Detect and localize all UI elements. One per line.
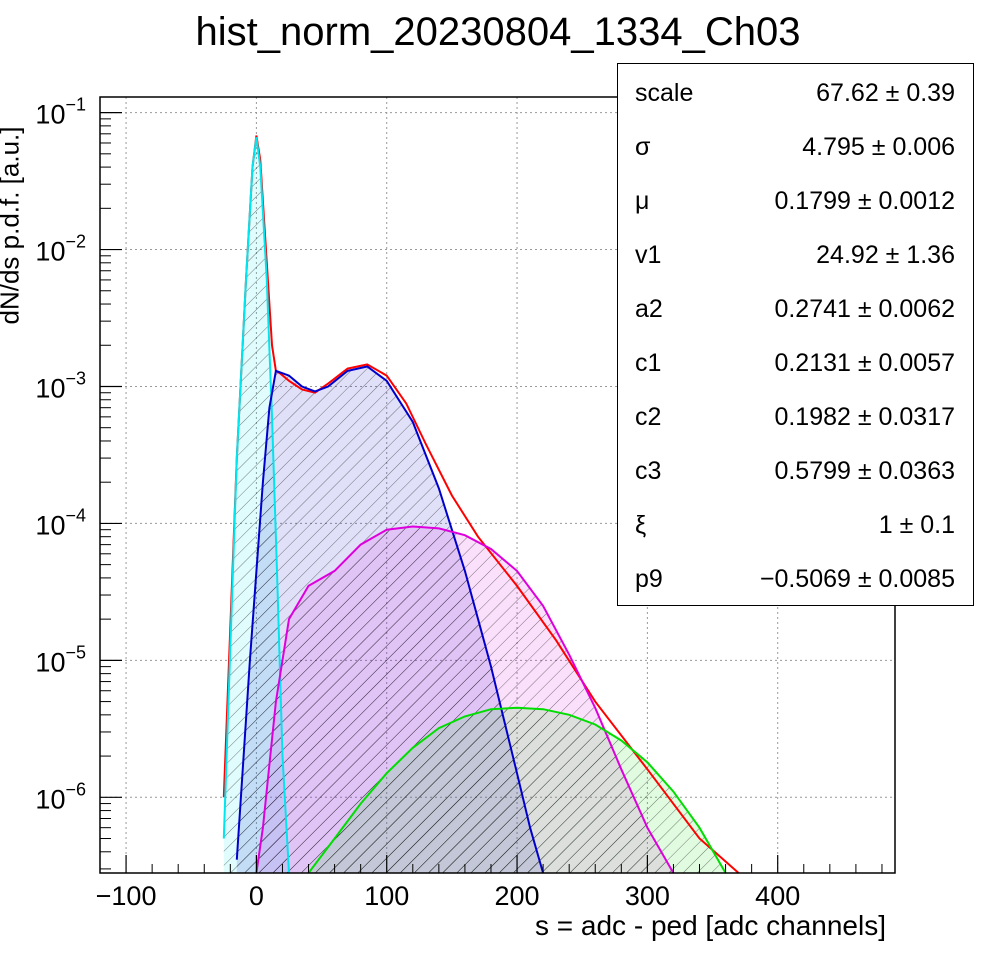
y-tick-label: 10−4 xyxy=(35,505,86,540)
x-tick-label: 100 xyxy=(364,881,409,911)
y-tick-label: 10−5 xyxy=(35,642,86,677)
stat-name: v1 xyxy=(635,241,662,269)
x-tick-label: 400 xyxy=(755,881,800,911)
fit-statistics-box: scale 67.62 ± 0.39 σ 4.795 ± 0.006 μ 0.1799 ±… xyxy=(617,63,974,606)
stat-row: σ 4.795 ± 0.006 xyxy=(618,119,973,173)
fit-curve xyxy=(307,706,727,874)
stat-row: a2 0.2741 ± 0.0062 xyxy=(618,281,973,335)
stat-value: −0.5069 ± 0.0085 xyxy=(759,565,955,593)
stat-row: c2 0.1982 ± 0.0317 xyxy=(618,389,973,443)
stat-name: c3 xyxy=(635,457,662,485)
x-tick-label: 200 xyxy=(495,881,540,911)
y-tick-label: 10−6 xyxy=(35,779,86,814)
stat-row: c1 0.2131 ± 0.0057 xyxy=(618,335,973,389)
stat-value: 67.62 ± 0.39 xyxy=(816,79,955,107)
stat-name: c1 xyxy=(635,349,662,377)
stat-value: 4.795 ± 0.006 xyxy=(802,133,955,161)
stat-value: 1 ± 0.1 xyxy=(878,511,955,539)
stat-value: 0.2741 ± 0.0062 xyxy=(774,295,955,323)
stat-row: ξ 1 ± 0.1 xyxy=(618,497,973,551)
stat-value: 0.2131 ± 0.0057 xyxy=(774,349,955,377)
y-tick-label: 10−1 xyxy=(35,95,86,130)
stat-row: μ 0.1799 ± 0.0012 xyxy=(618,173,973,227)
y-tick-label: 10−3 xyxy=(35,368,86,403)
fit-curve xyxy=(255,525,675,874)
chart-title: hist_norm_20230804_1334_Ch03 xyxy=(195,10,801,54)
stat-value: 0.1982 ± 0.0317 xyxy=(774,403,955,431)
fit-curve xyxy=(222,137,290,874)
stat-name: ξ xyxy=(635,511,647,539)
stat-row: scale 67.62 ± 0.39 xyxy=(618,65,973,119)
x-tick-label: 300 xyxy=(625,881,670,911)
stat-row: c3 0.5799 ± 0.0363 xyxy=(618,443,973,497)
x-tick-label: −100 xyxy=(96,881,157,911)
y-tick-label: 10−2 xyxy=(35,232,86,267)
stat-row: p9 −0.5069 ± 0.0085 xyxy=(618,551,973,605)
stat-name: p9 xyxy=(635,565,663,593)
stat-name: c2 xyxy=(635,403,662,431)
stat-row: v1 24.92 ± 1.36 xyxy=(618,227,973,281)
stat-value: 24.92 ± 1.36 xyxy=(816,241,955,269)
stat-name: a2 xyxy=(635,295,663,323)
x-tick-label: 0 xyxy=(249,881,264,911)
fit-curve xyxy=(235,365,545,874)
stat-value: 0.1799 ± 0.0012 xyxy=(774,187,955,215)
stat-value: 0.5799 ± 0.0363 xyxy=(774,457,955,485)
stat-name: scale xyxy=(635,79,694,107)
x-axis-label: s = adc - ped [adc channels] xyxy=(535,910,886,941)
stat-name: σ xyxy=(635,133,651,161)
stat-name: μ xyxy=(635,187,650,215)
